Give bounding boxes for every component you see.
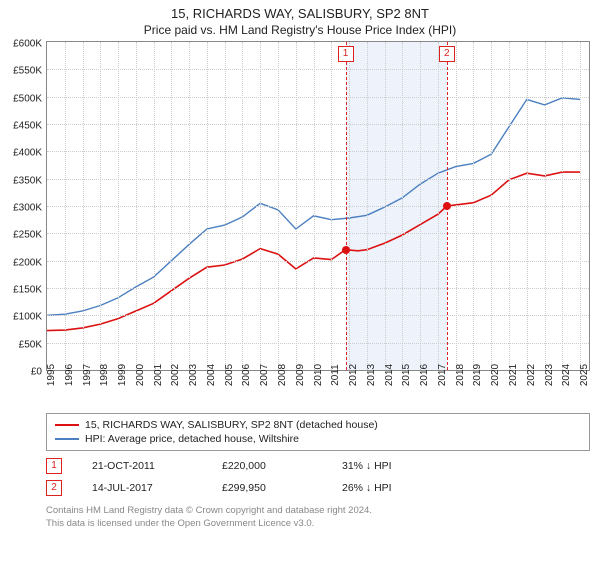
x-tick-label: 2024 xyxy=(561,364,572,386)
legend-item: 15, RICHARDS WAY, SALISBURY, SP2 8NT (de… xyxy=(55,418,581,432)
chart-title: 15, RICHARDS WAY, SALISBURY, SP2 8NT xyxy=(0,6,600,21)
x-tick-label: 2007 xyxy=(259,364,270,386)
legend-swatch xyxy=(55,424,79,426)
footnote: Contains HM Land Registry data © Crown c… xyxy=(46,505,590,531)
x-tick-label: 2003 xyxy=(188,364,199,386)
x-tick-label: 2019 xyxy=(472,364,483,386)
x-tick-label: 2017 xyxy=(437,364,448,386)
x-tick-label: 2010 xyxy=(313,364,324,386)
y-tick-label: £300K xyxy=(13,203,42,214)
sale-price: £220,000 xyxy=(222,460,312,472)
marker-badge: 2 xyxy=(439,46,455,62)
sales-row: 2 14-JUL-2017 £299,950 26% ↓ HPI xyxy=(46,477,590,499)
x-tick-label: 2012 xyxy=(348,364,359,386)
x-tick-label: 2018 xyxy=(455,364,466,386)
y-tick-label: £600K xyxy=(13,39,42,50)
legend: 15, RICHARDS WAY, SALISBURY, SP2 8NT (de… xyxy=(46,413,590,451)
x-tick-label: 2005 xyxy=(224,364,235,386)
y-axis-ticks: £0£50K£100K£150K£200K£250K£300K£350K£400… xyxy=(0,44,44,374)
sales-badge: 2 xyxy=(46,480,62,496)
x-tick-label: 2025 xyxy=(579,364,590,386)
chart-subtitle: Price paid vs. HM Land Registry's House … xyxy=(0,23,600,37)
x-tick-label: 2009 xyxy=(295,364,306,386)
x-tick-label: 2000 xyxy=(135,364,146,386)
x-axis-ticks: 1995199619971998199920002001200220032004… xyxy=(46,371,590,407)
y-tick-label: £200K xyxy=(13,257,42,268)
sale-date: 21-OCT-2011 xyxy=(92,460,192,472)
y-tick-label: £50K xyxy=(19,339,42,350)
x-tick-label: 2015 xyxy=(401,364,412,386)
x-tick-label: 2020 xyxy=(490,364,501,386)
sale-dot xyxy=(342,246,350,254)
x-tick-label: 1999 xyxy=(117,364,128,386)
x-tick-label: 1998 xyxy=(99,364,110,386)
y-tick-label: £250K xyxy=(13,230,42,241)
chart-container: 15, RICHARDS WAY, SALISBURY, SP2 8NT Pri… xyxy=(0,6,600,531)
x-tick-label: 2022 xyxy=(526,364,537,386)
x-tick-label: 1996 xyxy=(64,364,75,386)
x-tick-label: 2013 xyxy=(366,364,377,386)
plot-area: 12 xyxy=(46,41,590,371)
y-tick-label: £400K xyxy=(13,148,42,159)
x-tick-label: 2002 xyxy=(170,364,181,386)
sale-dot xyxy=(443,202,451,210)
x-tick-label: 2016 xyxy=(419,364,430,386)
y-tick-label: £150K xyxy=(13,285,42,296)
x-tick-label: 2006 xyxy=(241,364,252,386)
sale-note: 31% ↓ HPI xyxy=(342,460,392,472)
y-tick-label: £100K xyxy=(13,312,42,323)
footnote-line: This data is licensed under the Open Gov… xyxy=(46,518,590,531)
marker-badge: 1 xyxy=(338,46,354,62)
x-tick-label: 2004 xyxy=(206,364,217,386)
x-tick-label: 2014 xyxy=(384,364,395,386)
x-tick-label: 2011 xyxy=(330,364,341,386)
x-tick-label: 2001 xyxy=(153,364,164,386)
x-tick-label: 2008 xyxy=(277,364,288,386)
y-tick-label: £550K xyxy=(13,66,42,77)
sales-table: 1 21-OCT-2011 £220,000 31% ↓ HPI 2 14-JUL-201… xyxy=(46,455,590,499)
legend-label: 15, RICHARDS WAY, SALISBURY, SP2 8NT (de… xyxy=(85,419,378,431)
sales-badge: 1 xyxy=(46,458,62,474)
legend-item: HPI: Average price, detached house, Wilt… xyxy=(55,432,581,446)
sale-note: 26% ↓ HPI xyxy=(342,482,392,494)
footnote-line: Contains HM Land Registry data © Crown c… xyxy=(46,505,590,518)
sale-price: £299,950 xyxy=(222,482,312,494)
x-tick-label: 1995 xyxy=(46,364,57,386)
y-tick-label: £450K xyxy=(13,121,42,132)
x-tick-label: 2021 xyxy=(508,364,519,386)
legend-label: HPI: Average price, detached house, Wilt… xyxy=(85,433,299,445)
y-tick-label: £350K xyxy=(13,175,42,186)
y-tick-label: £0 xyxy=(31,367,42,378)
y-tick-label: £500K xyxy=(13,93,42,104)
sale-date: 14-JUL-2017 xyxy=(92,482,192,494)
x-tick-label: 2023 xyxy=(544,364,555,386)
sales-row: 1 21-OCT-2011 £220,000 31% ↓ HPI xyxy=(46,455,590,477)
x-tick-label: 1997 xyxy=(82,364,93,386)
legend-swatch xyxy=(55,438,79,440)
